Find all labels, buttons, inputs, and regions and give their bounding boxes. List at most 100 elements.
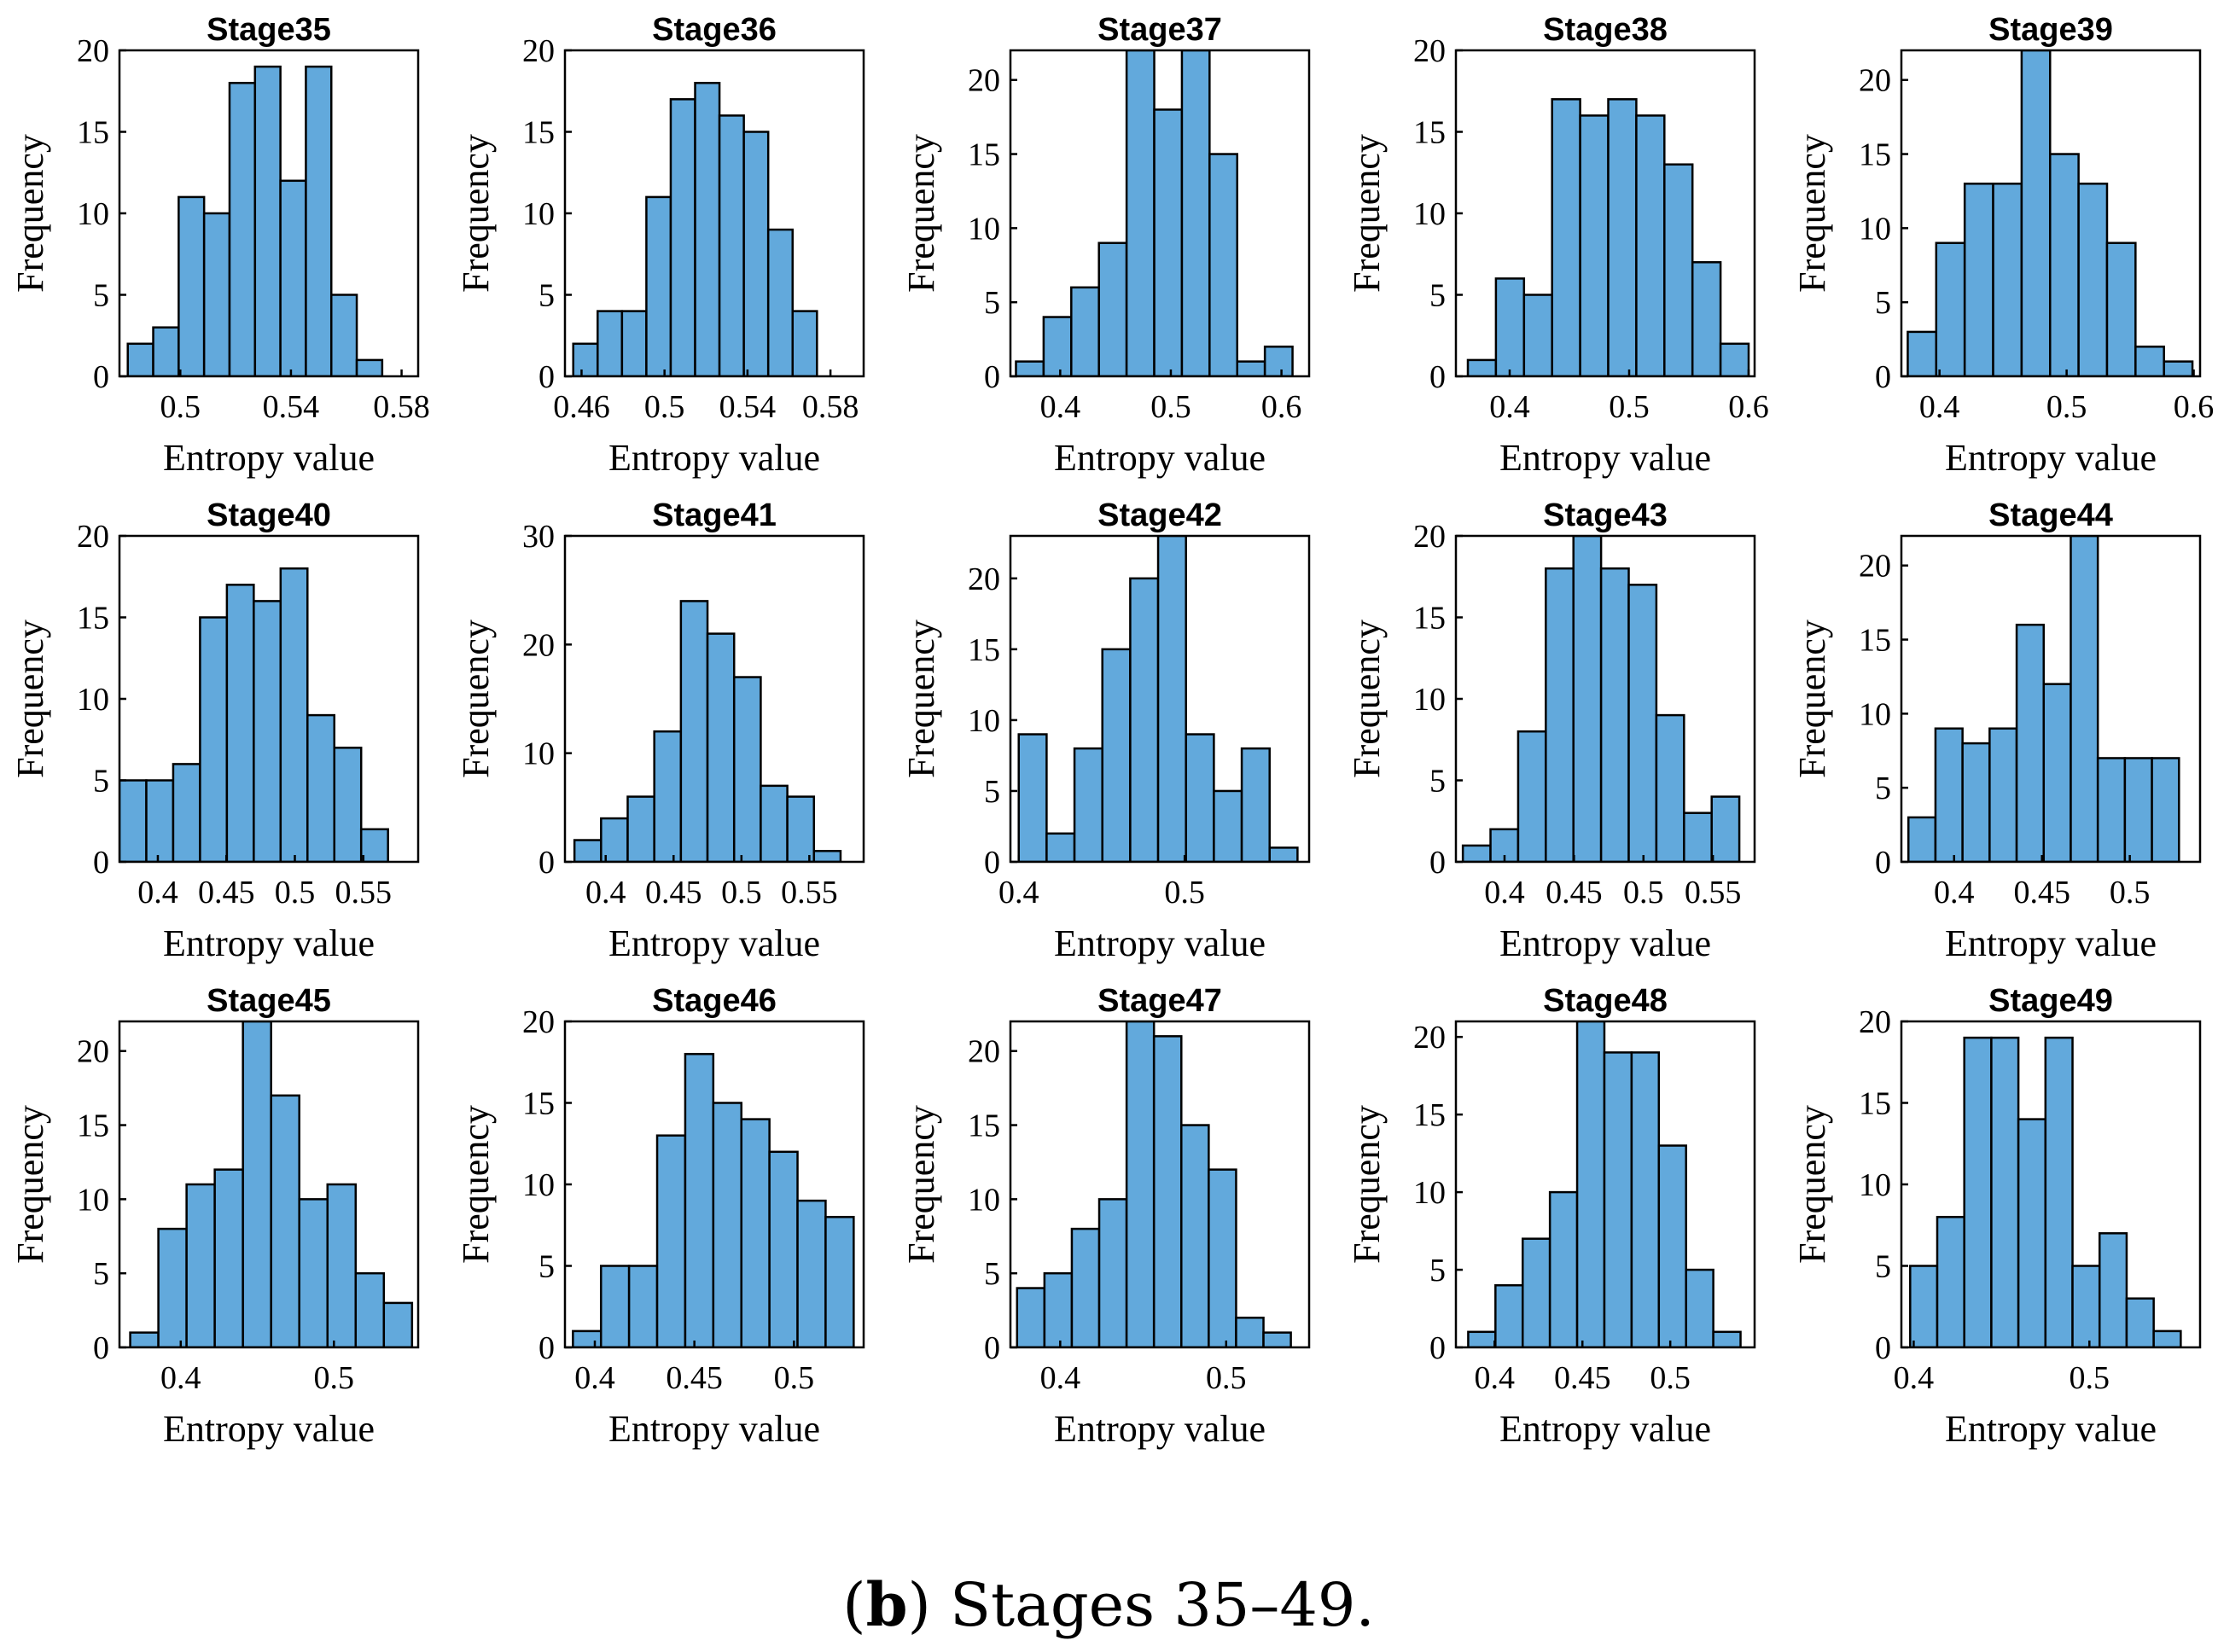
histogram-bar (1185, 733, 1215, 862)
histogram-bar (573, 839, 603, 862)
y-tick-label: 15 (1413, 1097, 1446, 1133)
histogram-bar (1263, 346, 1294, 376)
histogram-bars (1909, 1036, 2182, 1347)
x-tick-label: 0.5 (1609, 389, 1650, 425)
y-tick-label: 10 (968, 211, 1000, 247)
y-tick-label: 5 (1875, 771, 1891, 806)
histogram-bar (1990, 1036, 2020, 1347)
histogram-bar (1097, 1198, 1128, 1347)
histogram-bar (1630, 1051, 1661, 1347)
histogram-panel: 0 5 10 15 20 0.4 0.5 0.6 Stage39 Entropy value Fre… (1791, 12, 2214, 479)
histogram-bar (706, 632, 736, 862)
y-tick-label: 0 (984, 845, 1000, 881)
y-axis-label: Frequency (455, 134, 497, 293)
histogram-bar (225, 584, 255, 862)
x-axis-label: Entropy value (1945, 437, 2157, 479)
histogram-bar (152, 326, 180, 376)
y-tick-label: 0 (1875, 1330, 1891, 1366)
histogram-bar (1461, 844, 1492, 862)
panel-title: Stage35 (207, 12, 331, 48)
y-tick-label: 15 (968, 137, 1000, 173)
histogram-bar (1934, 727, 1964, 862)
x-tick-label: 0.6 (2174, 389, 2215, 425)
y-axis-label: Frequency (1791, 1105, 1833, 1264)
histogram-bar (1017, 733, 1048, 862)
histogram-bar (279, 179, 307, 376)
histogram-bar (768, 1150, 799, 1347)
histogram-bar (1627, 584, 1658, 862)
x-tick-label: 0.58 (802, 389, 859, 425)
histogram-bar (669, 98, 696, 376)
histogram-bar (2134, 346, 2165, 376)
histogram-bars (1015, 50, 1294, 376)
y-tick-label: 15 (77, 1108, 109, 1144)
y-tick-label: 5 (1429, 1253, 1446, 1288)
y-tick-label: 0 (1429, 1330, 1446, 1366)
y-tick-label: 0 (93, 359, 109, 395)
histogram-bar (1494, 277, 1526, 376)
axes-frame (563, 534, 865, 864)
histogram-panel: 0 5 10 15 20 0.4 0.45 0.5 0.55 Stage43 Entropy val… (1346, 497, 1756, 964)
histogram-bar (2125, 1297, 2155, 1347)
y-tick-label: 10 (1859, 1167, 1891, 1203)
histogram-panel: 0 5 10 15 20 0.4 0.5 Stage42 Entropy value Freque… (900, 497, 1311, 964)
histogram-bars (1461, 536, 1741, 862)
y-axis-label: Frequency (1346, 134, 1388, 293)
y-tick-label: 15 (1413, 601, 1446, 637)
x-tick-label: 0.4 (1919, 389, 1960, 425)
histogram-bar (306, 713, 335, 862)
histogram-bars (126, 65, 384, 376)
x-axis-label: Entropy value (1945, 1408, 2157, 1450)
histogram-bar (1213, 789, 1243, 862)
x-tick-label: 0.5 (721, 875, 762, 910)
histogram-bar (1635, 114, 1666, 376)
panel-title: Stage41 (652, 497, 777, 533)
x-axis-label: Entropy value (608, 922, 820, 964)
y-tick-label: 20 (968, 561, 1000, 597)
axes-frame (1900, 49, 2202, 378)
y-axis-label: Frequency (900, 134, 942, 293)
x-tick-label: 0.5 (2046, 389, 2087, 425)
x-tick-label: 0.45 (1554, 1360, 1611, 1396)
x-tick-label: 0.4 (1040, 389, 1081, 425)
histogram-bar (1575, 1021, 1606, 1347)
histogram-bar (2049, 153, 2080, 376)
histogram-bar (1683, 811, 1713, 862)
histogram-bar (1208, 153, 1238, 376)
histogram-panel: 0 5 10 15 20 0.46 0.5 0.54 0.58 Stage36 Entropy va… (455, 12, 865, 479)
histogram-bar (2042, 683, 2072, 862)
x-tick-label: 0.5 (1623, 875, 1664, 910)
histogram-bar (620, 310, 648, 376)
y-axis-label: Frequency (9, 134, 51, 293)
y-tick-label: 0 (984, 1330, 1000, 1366)
histogram-bar (2015, 623, 2046, 862)
y-tick-label: 20 (1413, 519, 1446, 555)
histogram-bar (1691, 261, 1722, 376)
y-tick-label: 20 (522, 627, 555, 663)
x-tick-label: 0.5 (1650, 1360, 1691, 1396)
y-axis-label: Frequency (1791, 620, 1833, 778)
histogram-bar (1545, 567, 1575, 862)
histogram-panel: 0 5 10 15 20 0.4 0.5 Stage49 Entropy value Freque… (1791, 983, 2202, 1450)
panel-title: Stage37 (1097, 12, 1222, 48)
histogram-bar (1235, 1317, 1265, 1347)
figure-caption: (b) Stages 35–49. (842, 1569, 1374, 1640)
histogram-bar (305, 65, 333, 376)
histogram-bar (1963, 1036, 1993, 1347)
histogram-bar (732, 676, 762, 862)
histogram-panel: 0 5 10 15 20 0.4 0.5 Stage45 Entropy value Freque… (9, 983, 420, 1450)
x-tick-label: 0.5 (1206, 1360, 1247, 1396)
y-tick-label: 5 (538, 278, 555, 314)
x-tick-label: 0.4 (1934, 875, 1975, 910)
y-tick-label: 20 (1859, 549, 1891, 585)
x-tick-label: 0.5 (160, 389, 201, 425)
histogram-bar (1963, 183, 1994, 376)
histogram-bar (645, 195, 672, 376)
histogram-bar (796, 1199, 827, 1347)
histogram-bar (1268, 846, 1299, 862)
histogram-bar (2152, 1329, 2182, 1347)
histogram-panel: 0 5 10 15 20 0.4 0.45 0.5 Stage48 Entropy value Fr… (1346, 983, 1756, 1450)
y-tick-label: 20 (1859, 63, 1891, 99)
y-tick-label: 10 (77, 1182, 109, 1218)
